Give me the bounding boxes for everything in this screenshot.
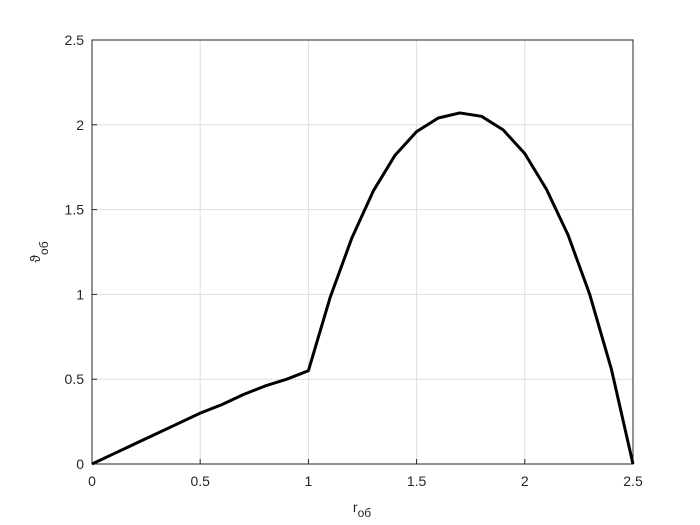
y-tick-label: 0 <box>76 456 84 472</box>
y-tick-label: 2 <box>76 117 84 133</box>
x-tick-label: 1.5 <box>407 473 427 489</box>
y-tick-label: 1 <box>76 286 84 302</box>
y-tick-label: 1.5 <box>65 202 85 218</box>
y-tick-label: 2.5 <box>65 32 85 48</box>
x-axis-label: rоб <box>353 499 371 520</box>
plot-frame <box>91 39 634 465</box>
x-tick-label: 2.5 <box>623 473 643 489</box>
y-axis-label: ϑоб <box>27 241 51 262</box>
x-label-main: r <box>353 499 358 515</box>
data-line <box>91 111 635 466</box>
y-label-sub: об <box>37 241 51 255</box>
x-label-sub: об <box>358 506 372 520</box>
x-tick-label: 0 <box>88 473 96 489</box>
x-tick-label: 1 <box>305 473 313 489</box>
x-tick-label: 2 <box>521 473 529 489</box>
y-label-main: ϑ <box>27 255 43 263</box>
x-tick-label: 0.5 <box>190 473 210 489</box>
y-tick-label: 0.5 <box>65 371 85 387</box>
